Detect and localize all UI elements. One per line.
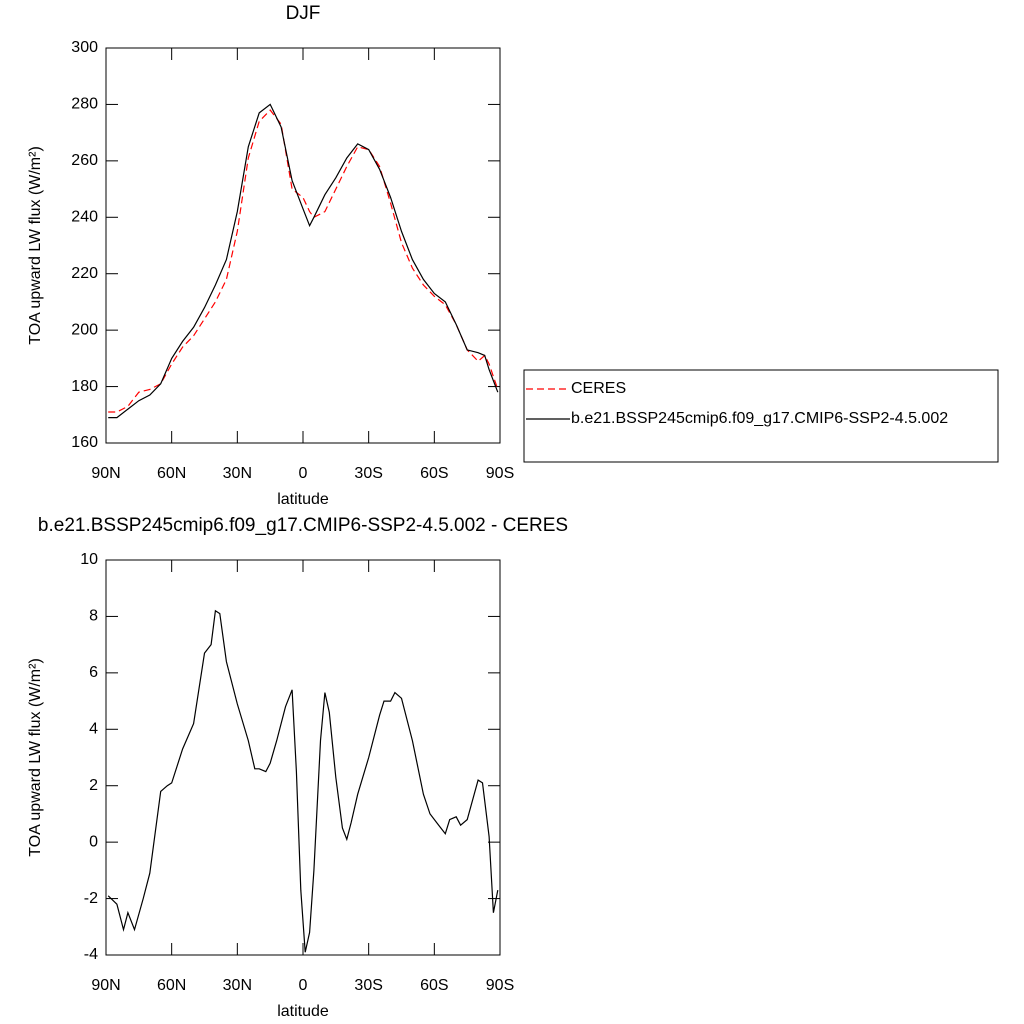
x-tick-label: 60N	[157, 977, 186, 994]
y-tick-label: 4	[89, 721, 98, 738]
x-tick-label: 30N	[223, 465, 252, 482]
line-series	[108, 103, 499, 419]
x-tick-label: 30N	[223, 977, 252, 994]
y-tick-label: 180	[71, 378, 98, 395]
chart-title: b.e21.BSSP245cmip6.f09_g17.CMIP6-SSP2-4.…	[38, 515, 568, 536]
x-tick-label: 90N	[91, 465, 120, 482]
y-tick-label: 280	[71, 96, 98, 113]
plot-frame	[105, 559, 501, 956]
x-tick-label: 0	[299, 465, 308, 482]
x-tick-label: 30S	[354, 465, 382, 482]
y-tick-label: 2	[89, 777, 98, 794]
y-axis-label: TOA upward LW flux (W/m²)	[27, 658, 44, 857]
line-series	[107, 609, 499, 953]
legend-label: b.e21.BSSP245cmip6.f09_g17.CMIP6-SSP2-4.…	[571, 410, 948, 427]
y-tick-label: -2	[84, 890, 98, 907]
x-axis-label: latitude	[277, 491, 329, 508]
x-tick-label: 90S	[486, 465, 514, 482]
y-tick-label: 240	[71, 209, 98, 226]
x-tick-label: 60N	[157, 465, 186, 482]
y-tick-label: 6	[89, 664, 98, 681]
chart-title: DJF	[286, 3, 321, 24]
y-tick-label: -4	[84, 946, 98, 963]
x-tick-label: 90N	[91, 977, 120, 994]
y-tick-label: 10	[80, 551, 98, 568]
y-tick-label: 200	[71, 321, 98, 338]
legend-box	[523, 369, 999, 463]
line-series	[108, 109, 499, 413]
y-tick-label: 160	[71, 434, 98, 451]
y-tick-label: 0	[89, 833, 98, 850]
x-tick-label: 90S	[486, 977, 514, 994]
x-tick-label: 60S	[420, 977, 448, 994]
x-tick-label: 30S	[354, 977, 382, 994]
y-tick-label: 260	[71, 152, 98, 169]
y-tick-label: 8	[89, 608, 98, 625]
y-tick-label: 300	[71, 39, 98, 56]
y-tick-label: 220	[71, 265, 98, 282]
x-tick-label: 60S	[420, 465, 448, 482]
y-axis-label: TOA upward LW flux (W/m²)	[27, 146, 44, 345]
legend-label: CERES	[571, 380, 626, 397]
x-axis-label: latitude	[277, 1003, 329, 1020]
x-tick-label: 0	[299, 977, 308, 994]
plot-frame	[105, 47, 501, 444]
